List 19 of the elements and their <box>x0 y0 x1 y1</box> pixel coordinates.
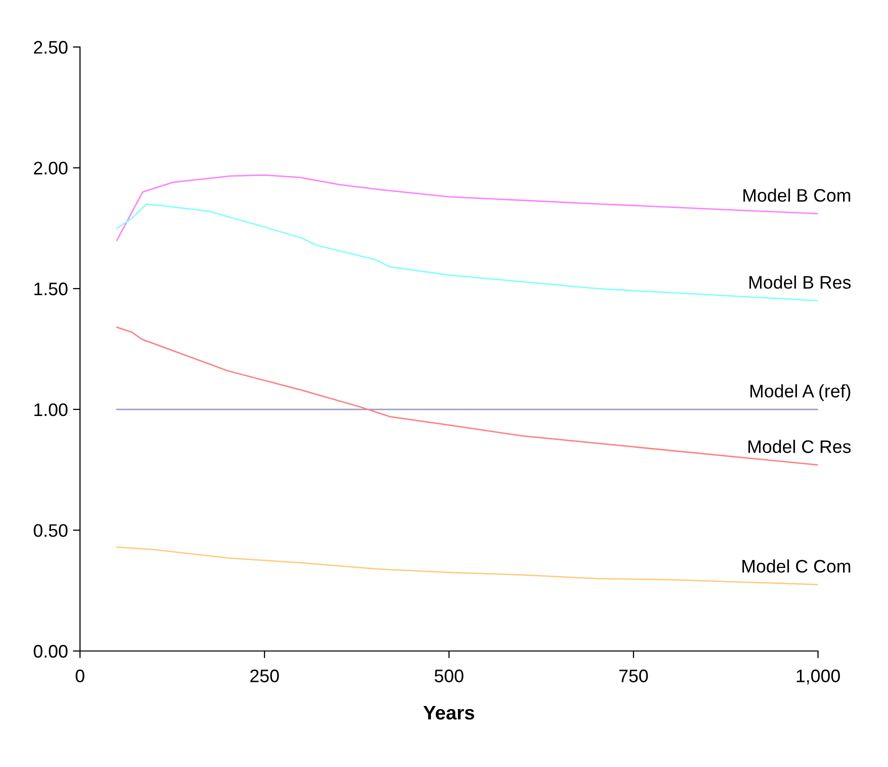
x-tick-label: 500 <box>434 670 464 682</box>
series-label: Model B Res <box>749 276 851 289</box>
y-tick-label: 2.50 <box>34 40 68 54</box>
x-axis-title: Years <box>423 706 474 720</box>
line-series <box>116 326 818 466</box>
line-series <box>116 203 818 302</box>
series-label: Model C Com <box>742 559 850 573</box>
y-tick-label: 0.00 <box>34 644 68 658</box>
series-label: Model C Res <box>748 440 851 454</box>
x-tick-label: 750 <box>619 670 648 682</box>
series-label: Model A (ref) <box>750 384 850 402</box>
series-label: Model B Com <box>743 188 850 202</box>
y-tick-label: 0.50 <box>34 524 68 537</box>
x-tick-label: 250 <box>250 670 279 682</box>
y-tick-label: 2.00 <box>34 162 68 175</box>
y-tick-label: 1.00 <box>34 403 68 416</box>
y-tick-label: 1.50 <box>34 282 68 296</box>
x-tick-label: 1,000 <box>796 670 840 684</box>
x-tick-label: 0 <box>76 670 84 682</box>
